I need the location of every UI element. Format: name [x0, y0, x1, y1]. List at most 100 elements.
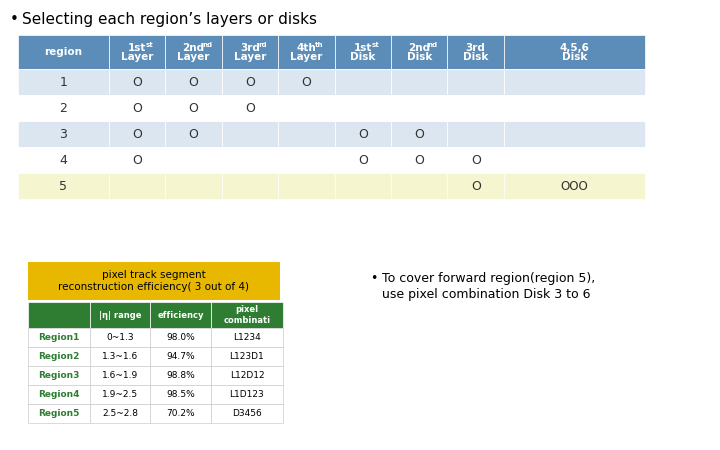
Bar [448, 173, 504, 199]
Bar [448, 147, 504, 173]
Text: •: • [10, 12, 19, 27]
Text: Region3: Region3 [38, 371, 80, 380]
Text: nd: nd [202, 42, 212, 48]
Text: Layer: Layer [234, 52, 266, 62]
Bar [222, 147, 278, 173]
Bar [90, 385, 150, 404]
Bar [18, 147, 109, 173]
Text: L123D1: L123D1 [230, 352, 264, 361]
Bar [391, 35, 448, 69]
Text: 98.0%: 98.0% [166, 333, 195, 342]
Bar [504, 95, 645, 121]
Text: L12D12: L12D12 [230, 371, 264, 380]
Bar [278, 95, 335, 121]
Bar [28, 366, 90, 385]
Bar [150, 347, 211, 366]
Text: nd: nd [428, 42, 438, 48]
Text: O: O [132, 102, 142, 114]
Text: Disk: Disk [562, 52, 587, 62]
Text: 98.8%: 98.8% [166, 371, 195, 380]
Text: 1st: 1st [128, 43, 146, 53]
Text: 1.3~1.6: 1.3~1.6 [102, 352, 138, 361]
Bar [109, 121, 166, 147]
Text: Region4: Region4 [38, 390, 80, 399]
Bar [109, 69, 166, 95]
Bar [278, 121, 335, 147]
Text: efficiency: efficiency [157, 310, 204, 320]
Bar [18, 121, 109, 147]
Bar [166, 121, 222, 147]
Bar [150, 302, 211, 328]
Text: L1D123: L1D123 [230, 390, 264, 399]
Text: 3rd: 3rd [466, 43, 486, 53]
Bar [278, 173, 335, 199]
Bar [391, 95, 448, 121]
Bar [28, 328, 90, 347]
Bar [504, 35, 645, 69]
Bar [448, 95, 504, 121]
Bar [211, 366, 283, 385]
Text: O: O [189, 76, 199, 89]
Bar [28, 385, 90, 404]
Text: Disk: Disk [350, 52, 376, 62]
Text: Selecting each region’s layers or disks: Selecting each region’s layers or disks [22, 12, 317, 27]
Text: 5: 5 [60, 180, 68, 193]
Bar [222, 69, 278, 95]
Bar [278, 35, 335, 69]
Text: D3456: D3456 [232, 409, 262, 418]
Bar [448, 69, 504, 95]
Text: pixel track segment
reconstruction efficiency( 3 out of 4): pixel track segment reconstruction effic… [58, 270, 250, 292]
Text: To cover forward region(region 5),: To cover forward region(region 5), [382, 272, 595, 285]
Text: use pixel combination Disk 3 to 6: use pixel combination Disk 3 to 6 [382, 288, 590, 301]
Text: O: O [132, 153, 142, 166]
Bar [211, 328, 283, 347]
Bar [18, 35, 109, 69]
Text: 3: 3 [60, 127, 68, 140]
Bar [335, 173, 391, 199]
Text: O: O [414, 127, 424, 140]
Bar [504, 121, 645, 147]
Bar [150, 366, 211, 385]
Text: 70.2%: 70.2% [166, 409, 195, 418]
Text: O: O [358, 127, 368, 140]
Bar [504, 147, 645, 173]
Bar [150, 404, 211, 423]
Bar [109, 173, 166, 199]
Text: 2nd: 2nd [182, 43, 204, 53]
Text: O: O [132, 127, 142, 140]
Text: O: O [132, 76, 142, 89]
Text: Region5: Region5 [38, 409, 80, 418]
Text: •: • [370, 272, 377, 285]
Bar [90, 366, 150, 385]
Text: 1st: 1st [354, 43, 372, 53]
Text: Region1: Region1 [38, 333, 80, 342]
Bar [28, 404, 90, 423]
Bar [448, 121, 504, 147]
Bar [18, 173, 109, 199]
Text: Disk: Disk [463, 52, 488, 62]
Text: Layer: Layer [177, 52, 210, 62]
Text: O: O [471, 153, 481, 166]
Bar [222, 173, 278, 199]
Bar [166, 35, 222, 69]
Text: 1.6~1.9: 1.6~1.9 [102, 371, 138, 380]
Bar [504, 69, 645, 95]
Bar [448, 35, 504, 69]
Bar [150, 385, 211, 404]
Text: O: O [189, 102, 199, 114]
Text: Layer: Layer [121, 52, 153, 62]
Text: pixel
combinati: pixel combinati [223, 305, 271, 325]
Text: 98.5%: 98.5% [166, 390, 195, 399]
Text: st: st [372, 42, 379, 48]
Text: |η| range: |η| range [99, 310, 141, 320]
Bar [18, 95, 109, 121]
Bar [28, 262, 280, 300]
Bar [90, 302, 150, 328]
Text: O: O [358, 153, 368, 166]
Bar [391, 121, 448, 147]
Bar [166, 173, 222, 199]
Text: 1: 1 [60, 76, 68, 89]
Text: OOO: OOO [561, 180, 588, 193]
Text: O: O [245, 76, 255, 89]
Text: region: region [45, 47, 83, 57]
